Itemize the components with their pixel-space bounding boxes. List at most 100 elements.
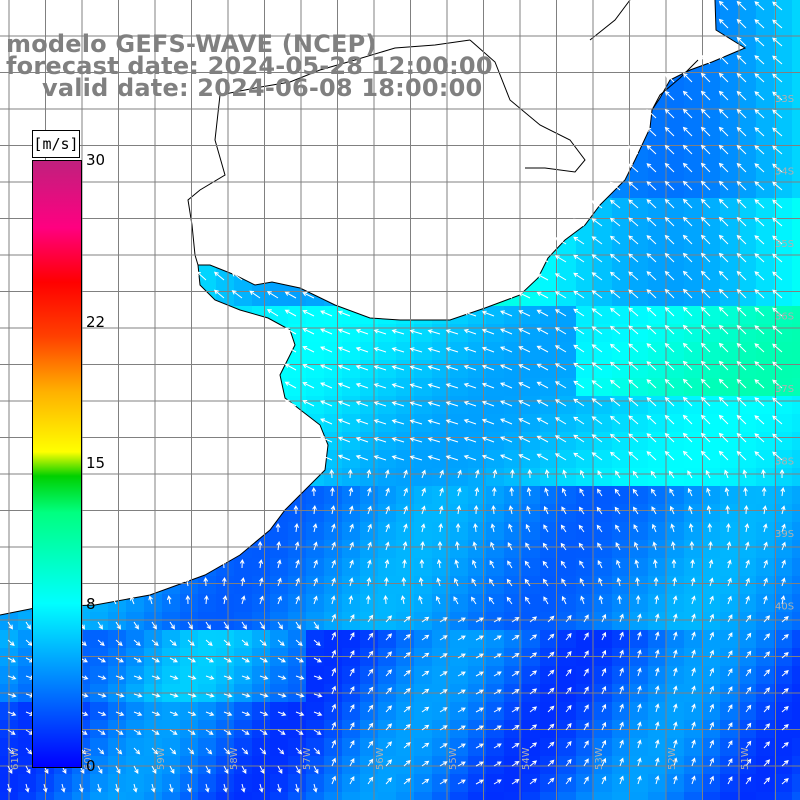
wind-speed-cell — [162, 774, 180, 792]
wind-speed-cell — [594, 252, 612, 270]
wind-speed-cell — [468, 468, 486, 486]
wind-arrow — [475, 779, 484, 785]
wind-speed-cell — [774, 792, 792, 800]
wind-arrow — [367, 487, 372, 497]
wind-arrow — [536, 345, 549, 353]
wind-speed-cell — [450, 396, 468, 414]
wind-speed-cell — [360, 378, 378, 396]
wind-arrow — [439, 743, 448, 749]
wind-arrow — [329, 468, 335, 479]
wind-speed-cell — [756, 198, 774, 216]
wind-arrow — [664, 360, 675, 371]
wind-arrow — [266, 291, 279, 299]
wind-arrow — [754, 451, 765, 461]
wind-arrow — [436, 577, 441, 587]
wind-speed-cell — [738, 252, 756, 270]
wind-speed-cell — [198, 612, 216, 630]
wind-speed-cell — [378, 324, 396, 342]
wind-arrow — [349, 632, 355, 641]
wind-speed-cell — [540, 450, 558, 468]
wind-arrow — [421, 634, 430, 641]
wind-arrow — [337, 436, 351, 443]
wind-arrow — [565, 668, 572, 677]
wind-speed-cell — [756, 486, 774, 504]
wind-arrow — [736, 432, 747, 443]
wind-speed-cell — [702, 180, 720, 198]
wind-arrow — [596, 524, 603, 533]
wind-arrow — [391, 383, 405, 389]
wind-speed-cell — [252, 630, 270, 648]
wind-arrow — [499, 418, 513, 425]
wind-speed-cell — [792, 756, 800, 774]
wind-speed-cell — [720, 18, 738, 36]
wind-arrow — [511, 616, 520, 623]
wind-speed-cell — [468, 540, 486, 558]
wind-arrow — [169, 693, 179, 698]
wind-arrow — [331, 739, 337, 749]
wind-arrow — [673, 703, 678, 713]
wind-arrow — [205, 621, 211, 630]
wind-arrow — [456, 505, 462, 515]
wind-arrow — [583, 776, 589, 785]
wind-speed-cell — [162, 738, 180, 756]
wind-arrow — [473, 504, 479, 515]
wind-arrow — [754, 307, 765, 317]
wind-arrow — [284, 399, 297, 407]
wind-speed-cell — [720, 378, 738, 396]
wind-arrow — [591, 218, 603, 227]
wind-speed-cell — [306, 540, 324, 558]
wind-arrow — [499, 328, 513, 335]
wind-arrow — [205, 747, 213, 755]
wind-speed-cell — [540, 432, 558, 450]
wind-arrow — [384, 576, 389, 587]
wind-arrow — [617, 594, 622, 605]
wind-arrow — [302, 400, 315, 407]
wind-arrow — [133, 639, 141, 647]
wind-arrow — [221, 558, 226, 569]
wind-arrow — [654, 721, 660, 731]
wind-arrow — [562, 469, 567, 479]
wind-speed-cell — [684, 144, 702, 162]
wind-speed-cell — [306, 630, 324, 648]
wind-speed-cell — [342, 396, 360, 414]
wind-speed-cell — [792, 702, 800, 720]
wind-speed-cell — [270, 558, 288, 576]
wind-arrow — [682, 144, 693, 155]
wind-arrow — [646, 415, 657, 425]
wind-speed-cell — [702, 126, 720, 144]
wind-speed-cell — [738, 576, 756, 594]
wind-arrow — [367, 523, 372, 533]
wind-arrow — [754, 433, 765, 443]
wind-arrow — [499, 382, 513, 389]
wind-speed-cell — [774, 72, 792, 90]
wind-speed-cell — [756, 270, 774, 288]
wind-speed-cell — [630, 666, 648, 684]
wind-arrow — [383, 594, 389, 605]
wind-speed-cell — [720, 90, 738, 108]
wind-speed-cell — [684, 108, 702, 126]
wind-arrow — [754, 163, 765, 173]
wind-arrow — [529, 652, 538, 659]
wind-arrow — [223, 675, 233, 680]
wind-arrow — [637, 721, 642, 731]
wind-speed-cell — [522, 594, 540, 612]
wind-speed-cell — [468, 504, 486, 522]
wind-arrow — [637, 757, 642, 767]
wind-arrow — [185, 594, 191, 605]
wind-arrow — [682, 378, 693, 389]
wind-arrow — [619, 631, 624, 641]
wind-speed-cell — [630, 306, 648, 324]
wind-arrow — [241, 675, 251, 680]
wind-speed-cell — [666, 108, 684, 126]
wind-arrow — [691, 685, 696, 695]
wind-arrow — [436, 559, 442, 569]
wind-arrow — [187, 639, 195, 647]
wind-speed-cell — [108, 774, 126, 792]
wind-speed-cell — [378, 432, 396, 450]
wind-arrow — [682, 414, 693, 425]
wind-speed-cell — [756, 144, 774, 162]
wind-speed-cell — [450, 342, 468, 360]
wind-arrow — [337, 310, 351, 317]
wind-arrow — [781, 577, 786, 587]
